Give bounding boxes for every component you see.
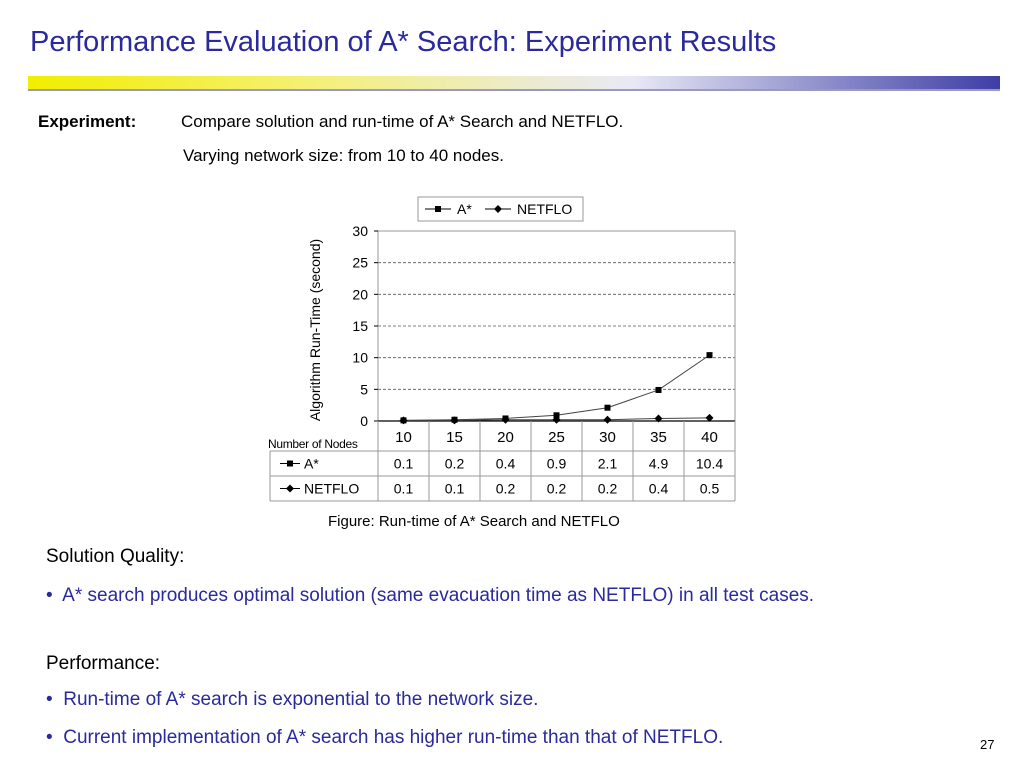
table-legend-marker	[286, 484, 294, 493]
data-label: 0.1	[445, 481, 465, 497]
y-tick-label: 0	[360, 413, 368, 429]
data-point	[603, 415, 612, 424]
legend-label: A*	[457, 201, 472, 217]
legend-marker	[435, 206, 441, 212]
slide-title: Performance Evaluation of A* Search: Exp…	[30, 26, 777, 58]
data-label: 0.1	[394, 481, 414, 497]
data-point	[553, 412, 560, 419]
performance-bullet-text: Run-time of A* search is exponential to …	[63, 689, 539, 710]
series-line-astar	[403, 354, 710, 421]
data-label: 0.4	[649, 481, 669, 497]
data-point	[655, 386, 662, 393]
legend-marker	[494, 205, 502, 213]
x-tick-label: 15	[446, 429, 463, 446]
plot-area	[377, 230, 736, 422]
table-series-name: NETFLO	[304, 481, 359, 497]
title-underline	[28, 89, 1000, 91]
data-label: 0.4	[496, 456, 516, 472]
x-tick-label: 20	[497, 429, 514, 446]
data-point	[654, 414, 663, 423]
y-axis-label: Algorithm Run-Time (second)	[307, 239, 323, 421]
data-point	[552, 415, 561, 424]
table-series-name: A*	[304, 456, 319, 472]
data-label: 10.4	[696, 456, 723, 472]
x-tick-label: 25	[548, 429, 565, 446]
data-point	[450, 416, 459, 425]
figure-caption: Figure: Run-time of A* Search and NETFLO	[328, 513, 620, 530]
solution-bullet-text: A* search produces optimal solution (sam…	[62, 585, 815, 606]
y-tick-label: 15	[352, 318, 368, 334]
performance-heading: Performance:	[46, 653, 161, 674]
data-label: 0.5	[700, 481, 720, 497]
page-number: 27	[980, 737, 995, 752]
performance-bullet-2: • Current implementation of A* search ha…	[46, 727, 724, 748]
experiment-label: Experiment:	[38, 112, 137, 131]
performance-bullet-text: Current implementation of A* search has …	[63, 727, 724, 748]
data-point	[399, 416, 408, 425]
y-tick-label: 20	[352, 286, 368, 302]
y-tick-label: 5	[360, 381, 368, 397]
data-point	[706, 352, 713, 359]
table-legend-marker	[287, 460, 293, 467]
performance-bullet-1: • Run-time of A* search is exponential t…	[46, 689, 539, 710]
data-label: 0.1	[394, 456, 414, 472]
data-label: 0.2	[445, 456, 465, 472]
data-label: 0.9	[547, 456, 567, 472]
data-point	[501, 415, 510, 424]
x-tick-label: 30	[599, 429, 616, 446]
data-label: 0.2	[598, 481, 618, 497]
data-label: 0.2	[496, 481, 516, 497]
data-point	[604, 404, 611, 411]
y-tick-label: 25	[352, 255, 368, 271]
x-tick-label: 10	[395, 429, 412, 446]
x-tick-label: 35	[650, 429, 667, 446]
data-label: 4.9	[649, 456, 669, 472]
experiment-description: Compare solution and run-time of A* Sear…	[181, 112, 624, 131]
y-tick-label: 10	[352, 350, 368, 366]
title-gradient-bar	[28, 76, 1000, 89]
solution-quality-heading: Solution Quality:	[46, 546, 185, 567]
data-label: 2.1	[598, 456, 618, 472]
experiment-variation: Varying network size: from 10 to 40 node…	[183, 146, 504, 165]
x-tick-label: 40	[701, 429, 718, 446]
runtime-chart: 0 5 10 15 20 25 30 Algorithm Run-Time (second) A…	[268, 196, 736, 502]
data-label: 0.2	[547, 481, 567, 497]
legend-label: NETFLO	[517, 201, 572, 217]
y-tick-label: 30	[352, 223, 368, 239]
x-axis-label: Number of Nodes	[268, 437, 358, 451]
solution-bullet: • A* search produces optimal solution (s…	[46, 585, 815, 606]
data-point	[705, 413, 714, 422]
